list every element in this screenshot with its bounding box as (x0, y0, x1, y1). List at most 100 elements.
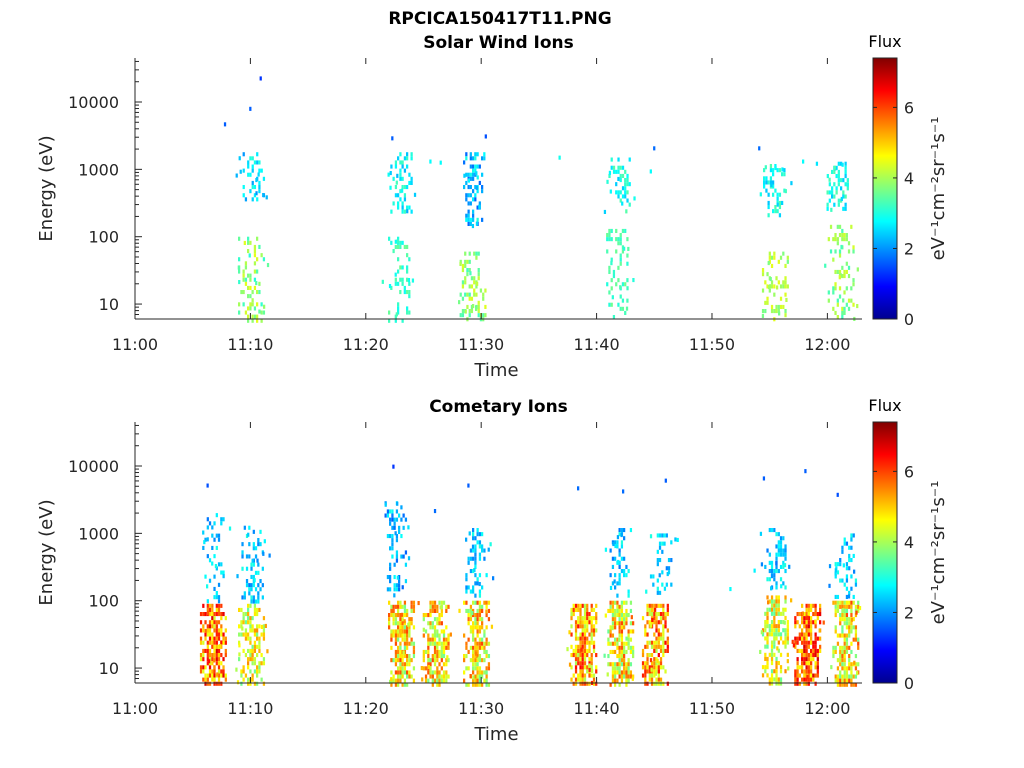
heatmap-cell (841, 604, 844, 609)
heatmap-cell (774, 188, 777, 193)
heatmap-cell (466, 292, 469, 297)
heatmap-cell (586, 603, 589, 608)
heatmap-cell (572, 653, 575, 658)
heatmap-cell (845, 666, 849, 671)
heatmap-cell (819, 644, 822, 649)
heatmap-cell (392, 621, 395, 626)
heatmap-cell (769, 277, 772, 282)
heatmap-cell (625, 682, 628, 687)
heatmap-cell (648, 673, 651, 678)
heatmap-cell (649, 574, 653, 579)
heatmap-cell (215, 632, 218, 637)
heatmap-cell (775, 304, 778, 309)
heatmap-cell (242, 269, 245, 274)
heatmap-cell (615, 169, 618, 174)
heatmap-cell (242, 152, 245, 157)
heatmap-cell (838, 253, 842, 258)
heatmap-cell (822, 620, 825, 625)
heatmap-cell (244, 310, 248, 315)
heatmap-cell (398, 587, 401, 592)
heatmap-cell (481, 544, 484, 549)
heatmap-cell (770, 611, 774, 616)
heatmap-cell (845, 302, 848, 307)
heatmap-cell (472, 654, 475, 659)
heatmap-cell (217, 681, 221, 686)
heatmap-cell (632, 621, 635, 626)
heatmap-cell (839, 670, 842, 675)
heatmap-cell (211, 607, 214, 612)
heatmap-cell (250, 566, 253, 571)
heatmap-cell (403, 608, 407, 613)
heatmap-cell (202, 628, 205, 633)
heatmap-cell (614, 670, 617, 675)
heatmap-cell (807, 628, 810, 633)
heatmap-cell (258, 636, 261, 641)
heatmap-cell (839, 613, 842, 618)
heatmap-cell (620, 649, 624, 654)
heatmap-cell (465, 152, 468, 157)
heatmap-cell (836, 298, 839, 303)
heatmap-cell (476, 633, 479, 638)
heatmap-cell (782, 564, 785, 569)
heatmap-cell (625, 641, 628, 646)
heatmap-cell (389, 509, 392, 514)
heatmap-cell (656, 658, 659, 663)
heatmap-cell (429, 604, 432, 609)
heatmap-cell (257, 583, 260, 588)
heatmap-cell (406, 608, 409, 613)
heatmap-cell (213, 644, 216, 649)
heatmap-cell (763, 168, 766, 173)
heatmap-cell (570, 632, 573, 637)
heatmap-cell (393, 593, 396, 598)
heatmap-cell (772, 168, 775, 173)
heatmap-cell (646, 681, 649, 686)
heatmap-cell (442, 633, 446, 638)
heatmap-cell (843, 582, 846, 587)
heatmap-cell (215, 640, 218, 645)
heatmap-cell (468, 313, 471, 318)
heatmap-cell (256, 318, 259, 323)
heatmap-cell (766, 632, 769, 637)
heatmap-cell (843, 633, 846, 638)
heatmap-cell (247, 648, 250, 653)
heatmap-cell (394, 662, 398, 667)
heatmap-cell (790, 181, 793, 186)
heatmap-cell (245, 579, 249, 584)
heatmap-cell (832, 649, 835, 654)
heatmap-cell (474, 536, 477, 541)
heatmap-cell (835, 186, 838, 191)
heatmap-cell (579, 603, 582, 608)
heatmap-cell (476, 674, 479, 679)
heatmap-cell (662, 681, 665, 686)
heatmap-cell (481, 185, 484, 190)
heatmap-cell (764, 624, 767, 629)
heatmap-cell (853, 660, 856, 665)
heatmap-cell (838, 233, 842, 238)
heatmap-cell (815, 161, 819, 166)
heatmap-cell (841, 629, 844, 634)
heatmap-cell (620, 617, 624, 622)
heatmap-cell (768, 652, 771, 657)
heatmap-cell (775, 661, 778, 666)
heatmap-cell (394, 272, 397, 277)
heatmap-cell (805, 628, 808, 633)
heatmap-cell (465, 585, 468, 590)
heatmap-cell (478, 589, 482, 594)
heatmap-cell (625, 613, 628, 618)
heatmap-cell (611, 604, 615, 609)
heatmap-cell (408, 674, 411, 679)
heatmap-cell (776, 646, 779, 651)
heatmap-cell (208, 640, 212, 645)
heatmap-cell (222, 657, 225, 662)
heatmap-cell (670, 558, 673, 563)
heatmap-cell (469, 217, 472, 222)
heatmap-cell (648, 665, 651, 670)
heatmap-cell (770, 607, 774, 612)
heatmap-cell (841, 658, 844, 663)
heatmap-cell (211, 603, 214, 608)
heatmap-cell (574, 681, 578, 686)
heatmap-cell (469, 617, 473, 622)
heatmap-cell (616, 608, 619, 613)
heatmap-cell (215, 513, 218, 518)
